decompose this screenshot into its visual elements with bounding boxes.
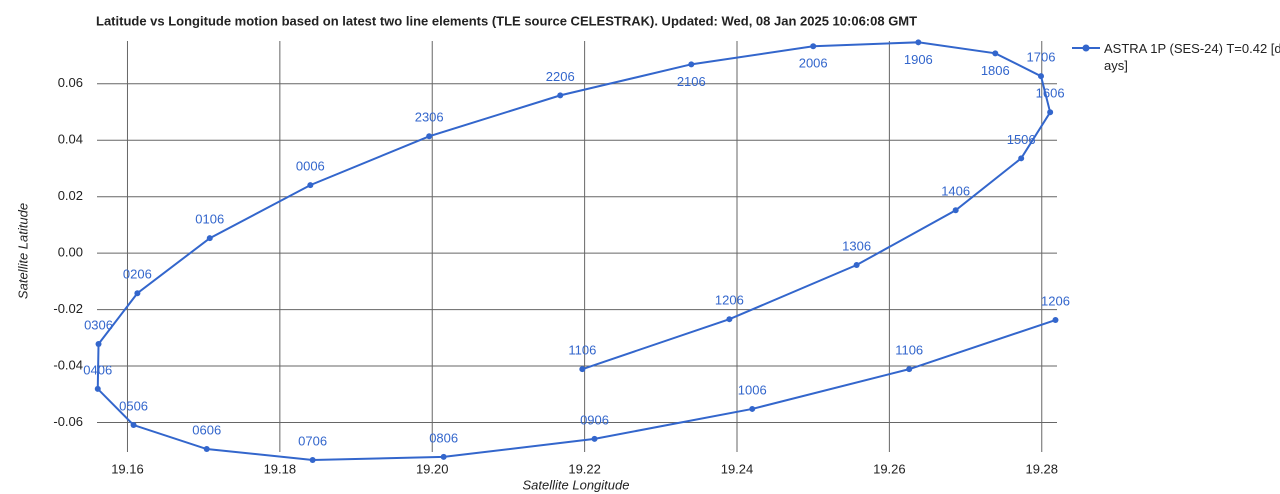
- data-point: [579, 366, 586, 373]
- legend-label: ASTRA 1P (SES-24) T=0.42 [days]: [1104, 41, 1280, 73]
- data-label: 1806: [981, 63, 1010, 78]
- data-label: 0706: [298, 433, 327, 448]
- data-label: 0306: [84, 317, 113, 332]
- data-point: [992, 50, 999, 57]
- data-point: [1047, 109, 1054, 116]
- data-label: 0006: [296, 159, 325, 174]
- y-tick-label: 0.02: [58, 188, 83, 203]
- data-point: [557, 92, 564, 99]
- data-point: [206, 235, 213, 242]
- data-label: 2306: [415, 110, 444, 125]
- data-point: [749, 405, 756, 412]
- data-label: 2206: [546, 69, 575, 84]
- data-point: [688, 61, 695, 68]
- x-tick-label: 19.28: [1025, 461, 1058, 476]
- data-label: 0506: [119, 398, 148, 413]
- data-point: [853, 261, 860, 268]
- data-point: [94, 385, 101, 392]
- data-label: 1106: [568, 343, 596, 358]
- x-axis-title: Satellite Longitude: [523, 477, 630, 492]
- y-tick-label: 0.06: [58, 75, 83, 90]
- y-axis-title: Satellite Latitude: [15, 203, 30, 299]
- data-label: 1506: [1007, 132, 1036, 147]
- data-point: [906, 366, 913, 373]
- data-label: 0106: [195, 212, 224, 227]
- x-tick-label: 19.18: [264, 461, 297, 476]
- y-tick-label: -0.04: [53, 357, 83, 372]
- data-label: 0906: [580, 412, 609, 427]
- data-label: 2006: [799, 56, 828, 71]
- data-point: [952, 207, 959, 214]
- data-label: 2106: [677, 74, 706, 89]
- data-label: 0206: [123, 267, 152, 282]
- data-point: [726, 316, 733, 323]
- legend-swatch: [1072, 44, 1100, 52]
- x-tick-label: 19.20: [416, 461, 449, 476]
- x-tick-label: 19.24: [721, 461, 754, 476]
- data-label: 1406: [941, 184, 970, 199]
- legend-dot: [1082, 44, 1090, 52]
- data-label: 1906: [904, 52, 933, 67]
- chart-title: Latitude vs Longitude motion based on la…: [96, 13, 917, 28]
- data-point: [95, 341, 102, 348]
- data-point: [426, 133, 433, 140]
- data-label: 1106: [895, 343, 923, 358]
- data-point: [203, 446, 210, 453]
- data-label: 1206: [715, 293, 744, 308]
- series-line: [96, 41, 1056, 462]
- x-tick-label: 19.22: [568, 461, 601, 476]
- data-point: [134, 290, 141, 297]
- data-label: 1206: [1041, 293, 1070, 308]
- y-tick-label: 0.00: [58, 245, 83, 260]
- data-label: 0806: [429, 430, 458, 445]
- y-tick-label: 0.04: [58, 132, 83, 147]
- data-point: [440, 453, 447, 460]
- data-label: 1306: [842, 238, 871, 253]
- data-point: [309, 457, 316, 464]
- data-label: 1706: [1027, 50, 1056, 65]
- data-point: [1018, 155, 1025, 162]
- data-point: [591, 435, 598, 442]
- x-tick-label: 19.26: [873, 461, 906, 476]
- data-point: [915, 39, 922, 46]
- legend: ASTRA 1P (SES-24) T=0.42 [days]: [1070, 40, 1280, 74]
- data-point: [1038, 73, 1044, 80]
- data-point: [307, 182, 314, 189]
- data-point: [810, 43, 817, 50]
- data-label: 0406: [83, 362, 112, 377]
- y-tick-label: -0.02: [53, 301, 83, 316]
- data-point: [130, 422, 137, 429]
- y-tick-label: -0.06: [53, 414, 83, 429]
- data-label: 0606: [192, 422, 221, 437]
- data-label: 1006: [738, 382, 767, 397]
- data-point: [1052, 317, 1059, 324]
- data-label: 1606: [1036, 86, 1065, 101]
- x-tick-label: 19.16: [111, 461, 144, 476]
